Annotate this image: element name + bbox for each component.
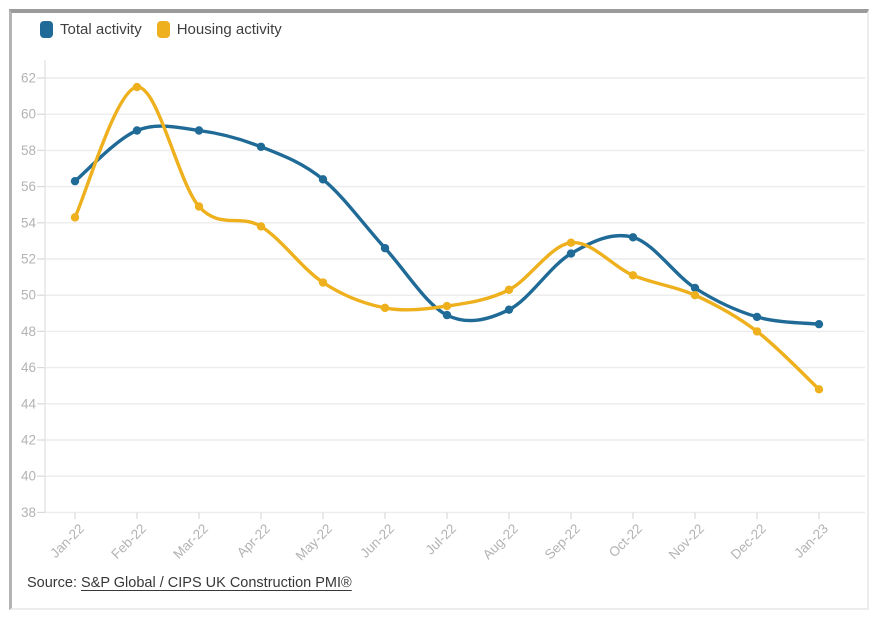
legend-swatch-icon xyxy=(156,21,170,38)
data-point-total-activity-aug-22[interactable] xyxy=(504,305,514,314)
data-point-total-activity-may-22[interactable] xyxy=(318,175,328,184)
series-line-housing-activity xyxy=(73,85,821,391)
source-prefix: Source: xyxy=(27,575,81,591)
data-point-housing-activity-aug-22[interactable] xyxy=(504,285,514,294)
source-link[interactable]: S&P Global / CIPS UK Construction PMI® xyxy=(81,575,352,591)
data-point-housing-activity-jun-22[interactable] xyxy=(380,303,390,313)
legend-swatch-icon xyxy=(40,21,53,38)
source-line: Source: S&P Global / CIPS UK Constructio… xyxy=(27,573,352,593)
y-tick-label: 56 xyxy=(21,179,36,194)
y-tick-label: 42 xyxy=(21,433,36,448)
data-point-housing-activity-feb-22[interactable] xyxy=(132,82,142,92)
y-tick-label: 44 xyxy=(21,396,37,411)
data-point-total-activity-oct-22[interactable] xyxy=(628,233,638,242)
legend-label: Total activity xyxy=(60,21,142,38)
x-tick-label: Apr-22 xyxy=(234,521,273,560)
x-tick-label: Mar-22 xyxy=(170,521,211,562)
x-tick-label: Jun-22 xyxy=(357,521,397,561)
data-point-housing-activity-jan-22[interactable] xyxy=(70,213,80,222)
chart-card: Total activity Housing activity 38 40 42 44 4… xyxy=(9,9,869,610)
data-point-total-activity-feb-22[interactable] xyxy=(132,126,142,135)
y-tick-label: 52 xyxy=(21,252,36,267)
data-point-total-activity-jan-22[interactable] xyxy=(70,176,80,186)
x-tick-label: Jan-23 xyxy=(791,521,831,561)
legend: Total activity Housing activity xyxy=(40,21,282,38)
y-tick-label: 60 xyxy=(21,107,36,122)
y-tick-label: 48 xyxy=(21,324,36,339)
data-point-housing-activity-apr-22[interactable] xyxy=(256,222,266,231)
data-point-total-activity-jan-23[interactable] xyxy=(814,319,824,329)
y-tick-label: 40 xyxy=(21,469,36,484)
x-tick-label: Nov-22 xyxy=(666,521,707,562)
data-point-housing-activity-jul-22[interactable] xyxy=(442,301,452,311)
data-point-total-activity-jul-22[interactable] xyxy=(442,310,452,320)
x-tick-label: Feb-22 xyxy=(108,521,149,562)
data-point-housing-activity-may-22[interactable] xyxy=(318,278,328,287)
data-point-total-activity-nov-22[interactable] xyxy=(690,283,700,293)
y-tick-label: 58 xyxy=(21,143,36,158)
x-tick-label: Aug-22 xyxy=(480,521,521,562)
x-tick-label: May-22 xyxy=(293,521,335,563)
data-point-housing-activity-sep-22[interactable] xyxy=(566,238,576,247)
series-line-total-activity xyxy=(73,124,821,326)
data-point-total-activity-apr-22[interactable] xyxy=(256,142,266,151)
y-tick-label: 54 xyxy=(21,215,37,230)
data-point-housing-activity-nov-22[interactable] xyxy=(690,291,700,300)
y-tick-label: 50 xyxy=(21,288,36,303)
x-tick-label: Jan-22 xyxy=(47,521,87,561)
x-tick-label: Jul-22 xyxy=(423,521,460,558)
data-point-total-activity-jun-22[interactable] xyxy=(380,243,390,253)
x-tick-label: Sep-22 xyxy=(542,521,583,562)
line-chart: 38 40 42 44 46 48 50 52 54 56 58 60 62 Jan-22 Feb-22 Ma… xyxy=(21,60,865,563)
legend-item-total-activity[interactable]: Total activity xyxy=(40,21,142,38)
x-tick-label: Dec-22 xyxy=(728,521,769,562)
legend-item-housing-activity[interactable]: Housing activity xyxy=(156,21,282,38)
data-point-total-activity-dec-22[interactable] xyxy=(752,312,762,322)
legend-label: Housing activity xyxy=(176,21,282,38)
y-tick-label: 46 xyxy=(21,360,36,375)
data-point-total-activity-mar-22[interactable] xyxy=(194,126,204,135)
y-tick-label: 62 xyxy=(21,71,36,86)
data-point-housing-activity-jan-23[interactable] xyxy=(814,385,824,394)
data-point-housing-activity-mar-22[interactable] xyxy=(194,202,204,211)
data-point-housing-activity-oct-22[interactable] xyxy=(628,271,638,280)
data-point-total-activity-sep-22[interactable] xyxy=(566,249,576,258)
x-tick-label: Oct-22 xyxy=(606,521,645,560)
y-tick-label: 38 xyxy=(21,505,36,520)
data-point-housing-activity-dec-22[interactable] xyxy=(752,327,762,336)
